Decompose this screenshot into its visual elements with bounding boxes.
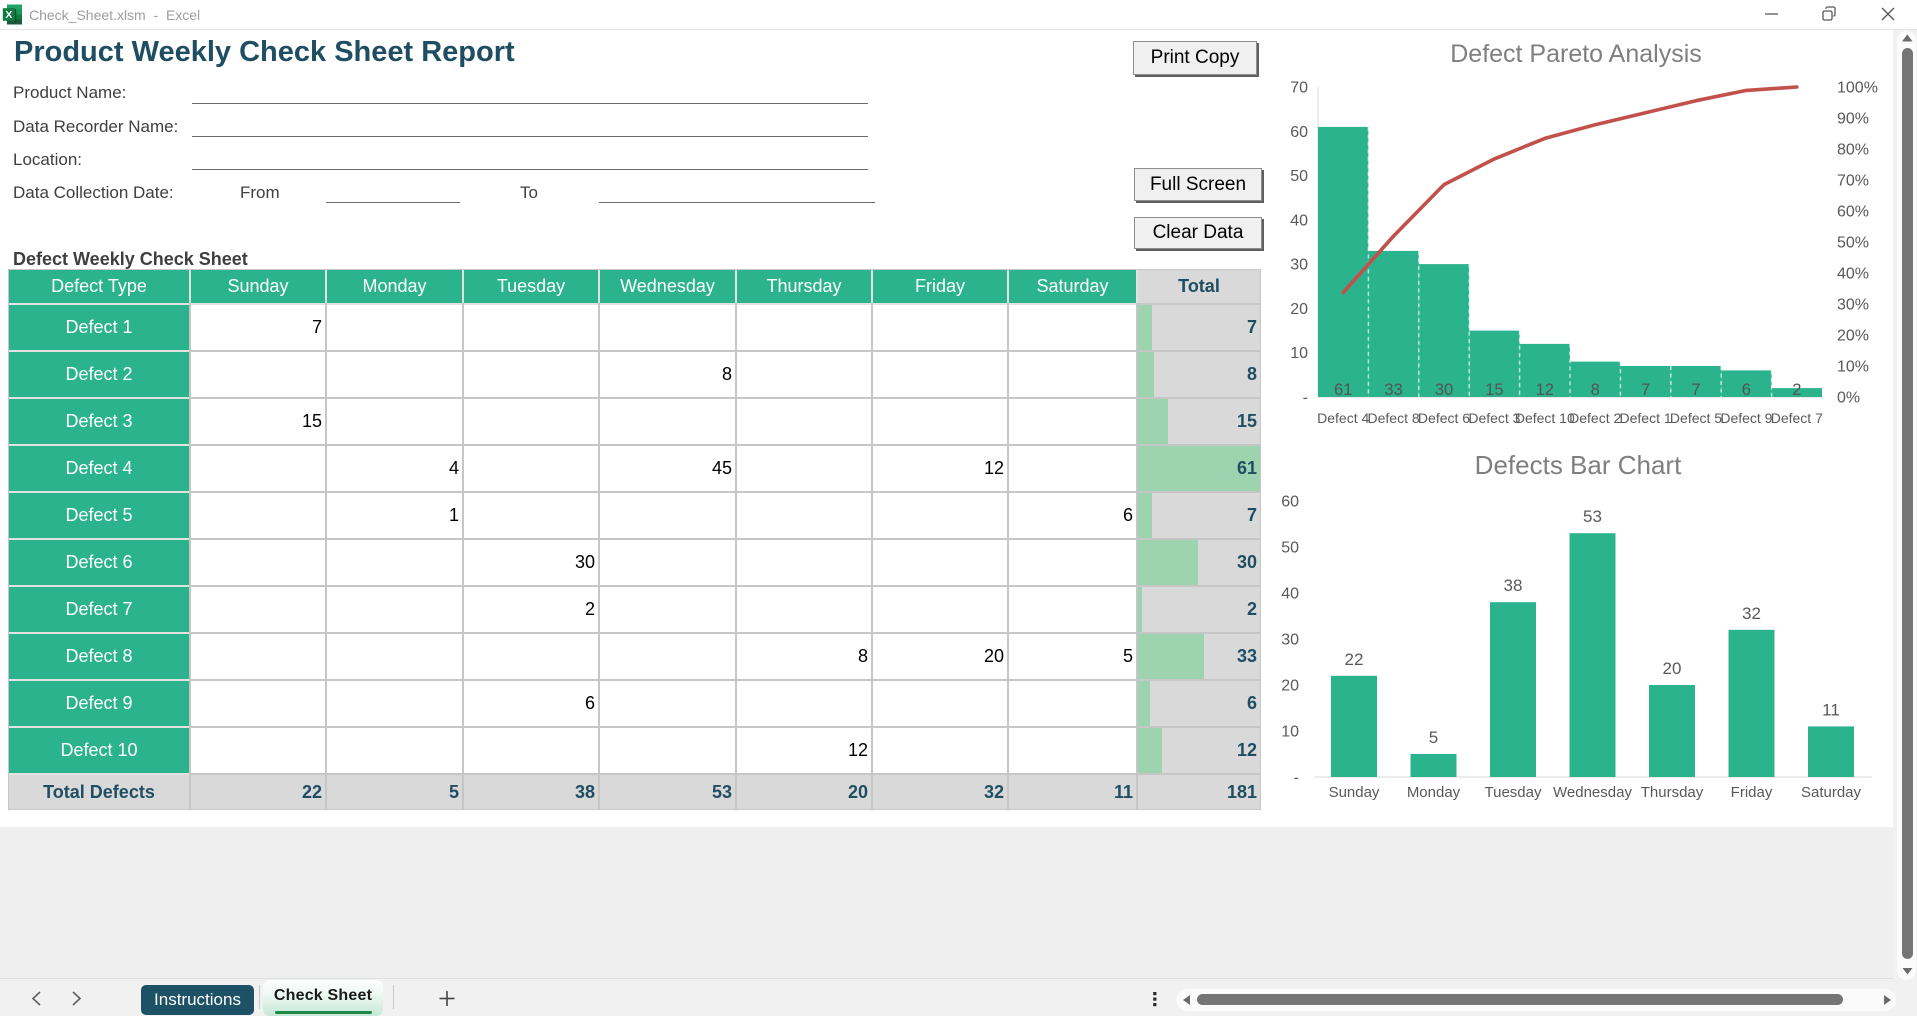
svg-text:40%: 40% (1837, 266, 1869, 283)
svg-text:20: 20 (1290, 301, 1308, 318)
svg-text:12: 12 (1536, 381, 1554, 399)
svg-text:60: 60 (1281, 494, 1299, 511)
svg-text:2: 2 (1792, 381, 1801, 399)
svg-text:53: 53 (1583, 507, 1602, 526)
svg-text:Defect 10: Defect 10 (1515, 410, 1575, 426)
svg-text:50: 50 (1281, 540, 1299, 557)
svg-text:60: 60 (1290, 124, 1308, 141)
svg-text:6: 6 (1742, 381, 1751, 399)
svg-text:-: - (1294, 770, 1299, 787)
svg-text:Defect 7: Defect 7 (1771, 410, 1823, 426)
svg-text:70: 70 (1290, 80, 1308, 97)
svg-text:Saturday: Saturday (1801, 784, 1862, 801)
svg-text:0%: 0% (1837, 390, 1860, 407)
svg-text:-: - (1303, 390, 1308, 407)
svg-text:60%: 60% (1837, 204, 1869, 221)
svg-text:Thursday: Thursday (1641, 784, 1704, 801)
svg-text:10%: 10% (1837, 359, 1869, 376)
svg-text:11: 11 (1822, 700, 1840, 719)
svg-text:90%: 90% (1837, 111, 1869, 128)
svg-text:38: 38 (1504, 576, 1523, 595)
svg-text:Defect 4: Defect 4 (1317, 410, 1369, 426)
svg-text:5: 5 (1429, 728, 1438, 747)
svg-text:20%: 20% (1837, 328, 1869, 345)
svg-text:100%: 100% (1837, 80, 1878, 97)
svg-text:33: 33 (1384, 381, 1402, 399)
svg-text:Friday: Friday (1731, 784, 1773, 801)
svg-text:Tuesday: Tuesday (1485, 784, 1542, 801)
svg-text:7: 7 (1691, 381, 1700, 399)
svg-text:50: 50 (1290, 168, 1308, 185)
svg-text:40: 40 (1281, 586, 1299, 603)
svg-text:Defect 1: Defect 1 (1620, 410, 1672, 426)
svg-text:Defect Pareto Analysis: Defect Pareto Analysis (1450, 40, 1702, 68)
svg-text:30: 30 (1435, 381, 1453, 399)
svg-text:7: 7 (1641, 381, 1650, 399)
svg-text:61: 61 (1334, 381, 1352, 399)
svg-text:Wednesday: Wednesday (1553, 784, 1632, 801)
svg-text:40: 40 (1290, 212, 1308, 229)
svg-text:X: X (5, 9, 12, 21)
svg-text:8: 8 (1591, 381, 1600, 399)
svg-text:10: 10 (1281, 724, 1299, 741)
svg-text:Defect 2: Defect 2 (1569, 410, 1621, 426)
svg-text:30: 30 (1290, 257, 1308, 274)
svg-text:15: 15 (1485, 381, 1503, 399)
svg-text:Defects Bar Chart: Defects Bar Chart (1475, 450, 1682, 480)
svg-text:50%: 50% (1837, 235, 1869, 252)
svg-text:20: 20 (1663, 659, 1682, 678)
svg-text:Defect 5: Defect 5 (1670, 410, 1722, 426)
svg-text:Defect 3: Defect 3 (1468, 410, 1520, 426)
svg-text:30: 30 (1281, 632, 1299, 649)
svg-text:Monday: Monday (1407, 784, 1461, 801)
svg-text:80%: 80% (1837, 142, 1869, 159)
svg-text:70%: 70% (1837, 173, 1869, 190)
svg-text:20: 20 (1281, 678, 1299, 695)
svg-text:Defect 9: Defect 9 (1720, 410, 1772, 426)
svg-text:30%: 30% (1837, 297, 1869, 314)
svg-text:Defect 8: Defect 8 (1368, 410, 1420, 426)
svg-text:32: 32 (1742, 604, 1761, 623)
svg-text:Defect 6: Defect 6 (1418, 410, 1470, 426)
svg-text:10: 10 (1290, 345, 1308, 362)
svg-text:22: 22 (1345, 650, 1364, 669)
svg-text:Sunday: Sunday (1329, 784, 1380, 801)
